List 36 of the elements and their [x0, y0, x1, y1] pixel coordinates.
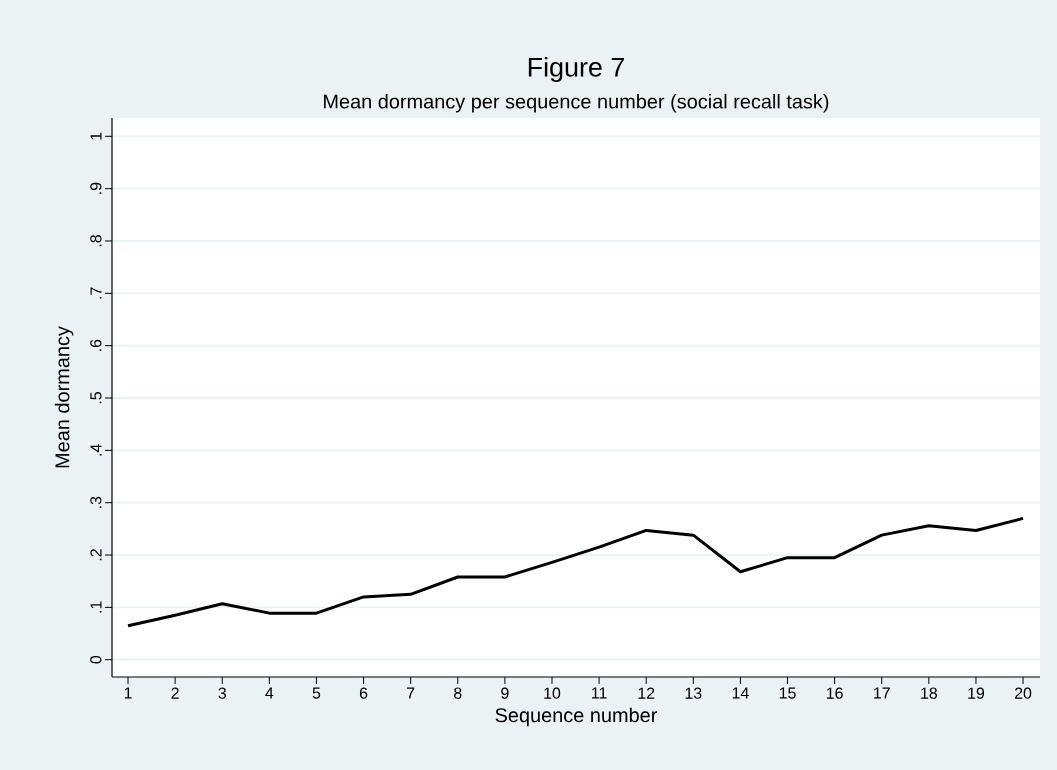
- x-tick-label: 3: [218, 687, 226, 699]
- x-tick-label: 6: [359, 687, 368, 699]
- x-tick-label: 1: [124, 687, 132, 699]
- y-axis-title: Mean dormancy: [54, 326, 74, 468]
- x-tick-label: 14: [732, 687, 749, 699]
- x-tick-label: 19: [968, 687, 985, 699]
- x-tick-label: 15: [779, 687, 796, 699]
- x-tick-label: 16: [826, 687, 843, 699]
- x-tick-label: 17: [874, 687, 890, 699]
- y-tick-label: 1: [90, 132, 102, 140]
- x-tick-label: 11: [592, 687, 607, 699]
- x-tick-label: 10: [544, 687, 561, 699]
- x-tick-label: 20: [1014, 687, 1032, 699]
- x-tick-label: 9: [501, 687, 509, 699]
- y-tick-label: .4: [90, 444, 102, 456]
- x-tick-label: 2: [171, 687, 179, 699]
- x-tick-label: 13: [685, 687, 702, 699]
- y-tick-label: .1: [90, 601, 102, 613]
- y-tick-label: 0: [90, 655, 102, 664]
- y-tick-label: .3: [90, 496, 102, 508]
- y-tick-label: .6: [90, 339, 102, 351]
- x-tick-label: 18: [921, 687, 938, 699]
- chart-title: Figure 7: [528, 56, 624, 83]
- y-tick-label: .2: [90, 549, 102, 561]
- x-tick-label: 12: [638, 687, 655, 699]
- x-tick-label: 7: [407, 687, 415, 699]
- x-tick-label: 5: [312, 687, 321, 699]
- x-axis-title: Sequence number: [495, 707, 658, 727]
- x-tick-label: 8: [454, 687, 462, 699]
- line-series: [126, 516, 1025, 628]
- y-tick-label: .7: [90, 287, 102, 299]
- chart-subtitle: Mean dormancy per sequence number (social recall task): [324, 93, 829, 113]
- y-tick-label: .5: [90, 392, 102, 404]
- x-tick-label: 4: [265, 687, 274, 699]
- y-tick-label: .8: [90, 235, 102, 247]
- y-tick-label: .9: [90, 182, 102, 194]
